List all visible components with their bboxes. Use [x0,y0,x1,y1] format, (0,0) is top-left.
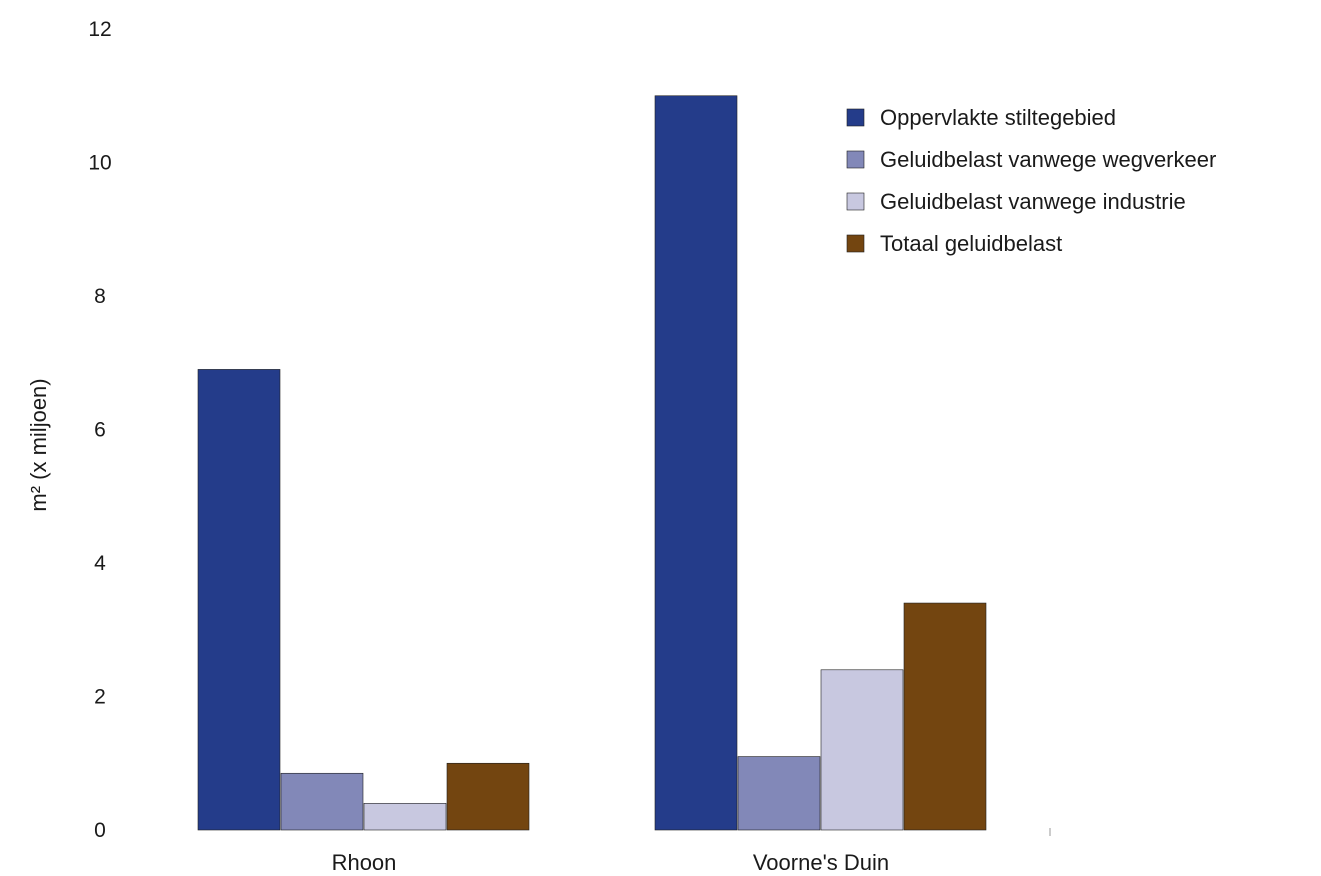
y-tick-label: 0 [94,819,106,842]
y-tick-label: 2 [94,686,106,709]
bar [903,602,987,831]
legend-swatch [846,108,865,127]
legend-swatch [846,150,865,169]
y-axis: 0 2 4 6 8 10 12 m² (x miljoen) [26,18,112,842]
legend-label: Totaal geluidbelast [880,231,1062,256]
bar [737,756,821,831]
bar [820,669,904,831]
x-category-label: Rhoon [332,850,397,875]
bar [654,95,738,831]
legend-label: Oppervlakte stiltegebied [880,105,1116,130]
y-tick-label: 8 [94,285,106,308]
bar [280,772,364,831]
legend-swatch [846,192,865,211]
y-axis-label: m² (x miljoen) [26,378,51,511]
bar [197,369,281,831]
y-tick-labels: 0 2 4 6 8 10 12 [88,18,111,842]
legend: Oppervlakte stiltegebied Geluidbelast van… [846,105,1216,256]
legend-label: Geluidbelast vanwege industrie [880,189,1186,214]
y-tick-label: 4 [94,552,106,575]
bar [446,762,530,831]
plot-area [197,95,987,831]
x-axis: Rhoon Voorne's Duin [332,828,1051,875]
bar [363,802,447,831]
legend-label: Geluidbelast vanwege wegverkeer [880,147,1216,172]
y-tick-label: 12 [88,18,111,41]
y-tick-label: 6 [94,419,106,442]
x-category-label: Voorne's Duin [753,850,889,875]
y-tick-label: 10 [88,152,111,175]
legend-swatch [846,234,865,253]
